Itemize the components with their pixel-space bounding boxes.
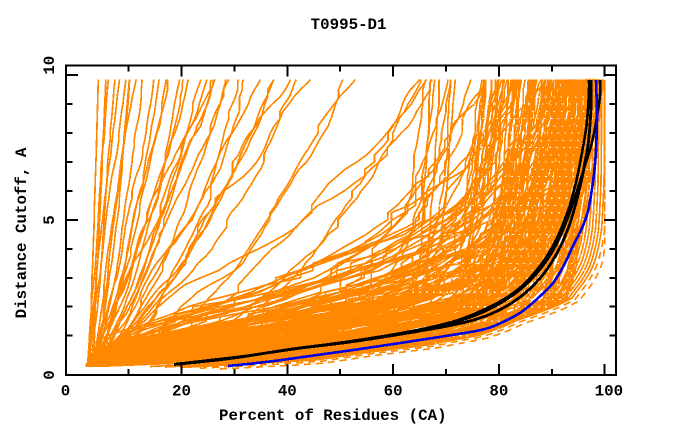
svg-text:20: 20 <box>172 383 191 401</box>
svg-text:10: 10 <box>41 56 59 75</box>
svg-text:100: 100 <box>595 383 623 401</box>
svg-text:40: 40 <box>278 383 297 401</box>
svg-text:T0995-D1: T0995-D1 <box>311 16 387 34</box>
svg-text:60: 60 <box>384 383 403 401</box>
svg-text:0: 0 <box>41 370 59 379</box>
svg-text:Distance Cutoff, A: Distance Cutoff, A <box>13 147 31 318</box>
svg-text:0: 0 <box>61 383 70 401</box>
svg-text:80: 80 <box>489 383 508 401</box>
svg-text:Percent of Residues (CA): Percent of Residues (CA) <box>219 407 447 425</box>
svg-text:5: 5 <box>41 215 59 224</box>
